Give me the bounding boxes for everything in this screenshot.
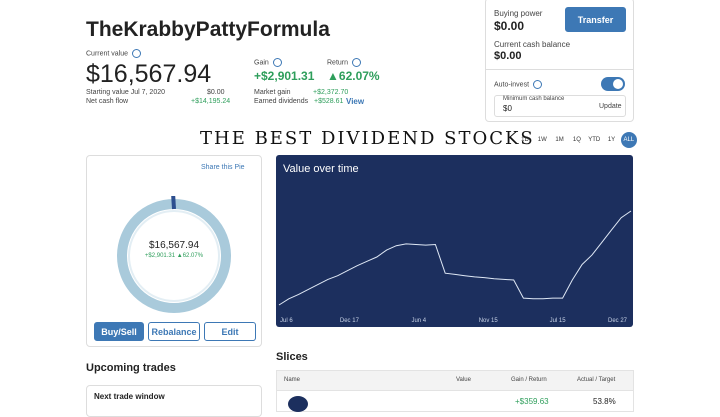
value: $0.00 [494, 19, 525, 33]
table-header: Name Value Gain / Return Actual / Target [276, 370, 634, 391]
return: 62.07% [338, 69, 380, 83]
range-button[interactable]: 1Y [607, 137, 616, 143]
section-title: Upcoming trades [86, 362, 176, 374]
section-title: Slices [276, 351, 308, 363]
column: Actual / Target [577, 377, 616, 383]
value: +$14,195.24 [191, 98, 231, 105]
range-button[interactable]: 1D [521, 137, 529, 143]
column: Gain / Return [511, 377, 547, 383]
label: Buying power [494, 9, 543, 18]
x-tick-label: Jul 15 [550, 318, 567, 324]
pie-gain: +$2,901.31 [144, 253, 176, 259]
label: Next trade window [94, 392, 165, 401]
column: Name [284, 377, 301, 383]
value: $0.00 [207, 89, 225, 96]
column: Value [456, 377, 471, 383]
table-row: +$359.63 53.8% [276, 390, 634, 412]
x-tick-label: Jul 6 [280, 318, 293, 324]
chart-title: Value over time [283, 163, 359, 175]
view-link[interactable]: View [346, 97, 365, 106]
input[interactable]: $0 [503, 104, 512, 113]
x-tick-label: Nov 15 [479, 318, 499, 324]
gain: +$2,901.31 [254, 69, 315, 83]
page: {"header":{"title":"TheKrabbyPattyFormul… [86, 0, 637, 417]
label: Market gain [254, 89, 291, 96]
transfer-button[interactable]: Transfer [565, 7, 626, 32]
pie-button[interactable]: Edit [204, 322, 256, 341]
range-button[interactable]: 1W [537, 137, 547, 143]
value-chart: Value over time Jul 6 Dec 17 Jun 4 Nov 15 Ju… [276, 155, 633, 327]
update-button[interactable]: Update [599, 103, 622, 110]
x-tick-label: Dec 27 [608, 318, 628, 324]
overlay-title: THE BEST DIVIDEND STOCKS [200, 128, 535, 149]
trade-card: Next trade window [86, 385, 262, 417]
root: TheKrabbyPattyFormula Current value $16,… [86, 0, 637, 417]
label: Earned dividends [254, 98, 309, 105]
label: Return [327, 59, 349, 67]
row-actual: 53.8% [593, 397, 616, 406]
x-tick-label: Jun 4 [411, 318, 426, 324]
pie-title: TheKrabbyPattyFormula [86, 18, 330, 41]
label: Net cash flow [86, 98, 129, 105]
range-button[interactable]: 1M [555, 137, 564, 143]
label: Current value [86, 50, 129, 58]
range-button[interactable]: YTD [588, 137, 601, 143]
range-button[interactable]: 1Q [572, 137, 581, 143]
pie-button[interactable]: Rebalance [148, 322, 200, 341]
label: Auto-invest [494, 81, 530, 89]
pie-value: $16,567.94 [148, 240, 200, 251]
value: +$2,372.70 [313, 89, 349, 96]
x-tick-label: Dec 17 [340, 318, 360, 324]
pie-return: 62.07% [182, 253, 204, 259]
label: Current cash balance [494, 40, 571, 49]
share-link[interactable]: Share this Pie [201, 164, 245, 171]
label: Gain [254, 59, 269, 67]
donut [117, 196, 231, 313]
toggle[interactable] [601, 77, 625, 91]
value: +$528.61 [314, 98, 344, 105]
row-gain: +$359.63 [515, 397, 549, 406]
label: Starting value Jul 7, 2020 [86, 89, 165, 96]
current-value: $16,567.94 [86, 60, 212, 88]
pie-card: Share this Pie $16,567.94 +$2,901.31 ▲62… [86, 155, 262, 347]
account-card: Buying power $0.00 Transfer Current cash… [485, 0, 634, 122]
value-line [278, 210, 632, 306]
range-button[interactable]: ALL [620, 132, 637, 148]
pie-button[interactable]: Buy/Sell [94, 322, 144, 341]
value: $0.00 [494, 50, 522, 62]
label: Minimum cash balance [503, 96, 565, 102]
